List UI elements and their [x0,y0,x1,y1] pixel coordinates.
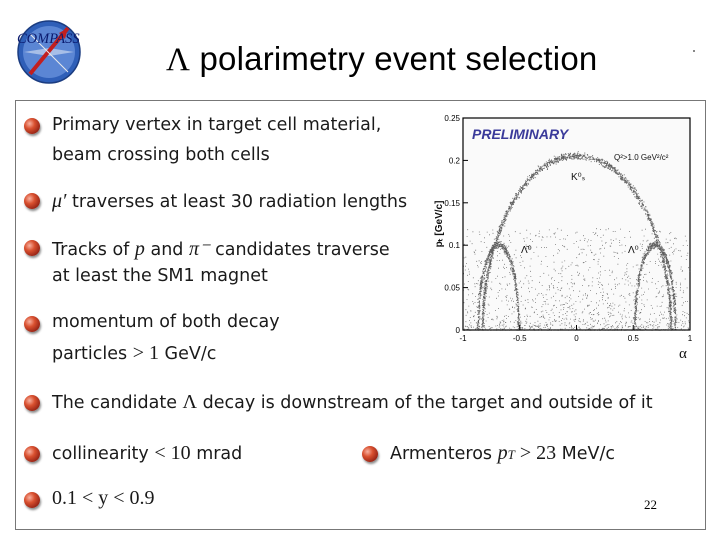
y-tick-label: 0 [456,326,461,335]
bullet-icon [362,446,378,462]
title-symbol: Λ [166,42,191,78]
y-tick-label: 0.15 [444,199,460,208]
bullet-4-line1: momentum of both decay [52,312,280,332]
bullet-icon [24,395,40,411]
cut-label: Q²>1.0 GeV²/c² [614,153,669,162]
x-axis-label: α [679,346,687,360]
bullet-5-text: The candidate Λ decay is downstream of t… [52,391,653,413]
x-tick-label: 0.5 [628,334,640,343]
bullet-3-line1: Tracks of p and π⁻ candidates traverse [52,238,390,260]
logo-text: COMPASS [17,31,80,47]
bullet-icon [24,316,40,332]
bullet-1-line1: Primary vertex in target cell material, [52,115,382,135]
bullet-icon [24,446,40,462]
bullet-icon [24,118,40,134]
content-frame [15,100,706,530]
preliminary-label: PRELIMINARY [472,126,570,142]
compass-logo: COMPASS [16,14,86,86]
y-tick-label: 0.05 [444,284,460,293]
corner-dot [693,50,695,52]
bullet-7-text: Armenteros pT > 23 MeV/c [390,442,616,464]
title-text: polarimetry event selection [190,40,598,77]
bullet-6-text: collinearity < 10 mrad [52,442,243,464]
bullet-icon [24,492,40,508]
axis-ticks: -1 -0.5 0 0.5 1 0 0.05 0.1 0.15 0.2 0.25 [444,114,692,343]
bullet-2-text: μ′ traverses at least 30 radiation lengt… [52,190,408,212]
bullet-icon [24,193,40,209]
bullet-4-line2: particles > 1 GeV/c [52,342,217,364]
bullet-1-line2: beam crossing both cells [52,145,270,165]
bullet-icon [24,240,40,256]
plot-frame [462,117,691,331]
armenteros-plot: -1 -0.5 0 0.5 1 0 0.05 0.1 0.15 0.2 0.25 PRELIMINA… [434,114,693,360]
x-tick-label: -1 [459,334,467,343]
x-tick-label: 0 [574,334,579,343]
kshort-label: K⁰ₛ [571,172,586,183]
lambda-label: Λ⁰ [628,245,639,256]
x-tick-label: -0.5 [513,334,527,343]
y-axis-label: pₜ [GeV/c] [434,201,445,248]
y-tick-label: 0.1 [449,241,461,250]
page-number: 22 [644,497,657,512]
antilambda-label: Λ̄⁰ [521,245,532,256]
page-title: Λ polarimetry event selection [166,40,597,79]
x-tick-label: 1 [688,334,693,343]
bullet-3-line2: at least the SM1 magnet [52,266,268,286]
y-tick-label: 0.2 [449,156,461,165]
y-tick-label: 0.25 [444,114,460,123]
bullet-8-text: 0.1 < y < 0.9 [52,487,155,509]
